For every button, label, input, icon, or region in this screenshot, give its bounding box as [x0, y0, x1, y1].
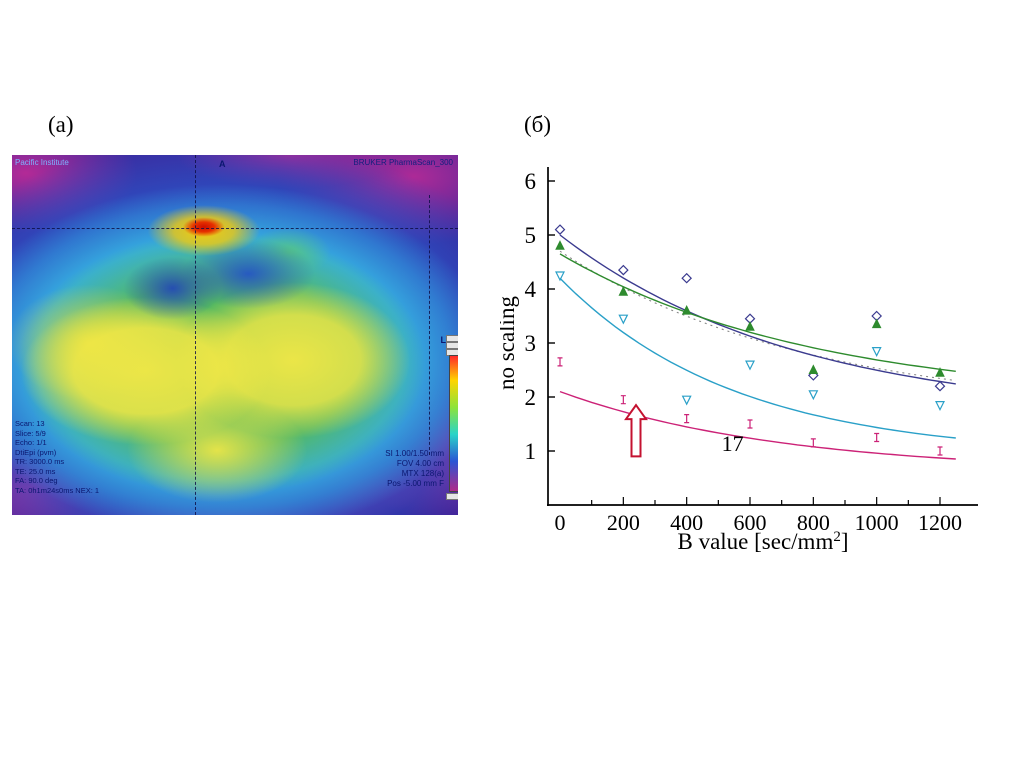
series-magenta-curve — [559, 390, 956, 460]
series-magenta-point — [810, 438, 816, 448]
x-tick-label: 1000 — [855, 510, 899, 535]
series-magenta-point — [620, 395, 626, 405]
series-navy-point — [617, 264, 629, 276]
series-green-point — [808, 364, 819, 374]
y-tick-label: 1 — [525, 439, 537, 464]
x-tick-label: 0 — [555, 510, 566, 535]
series-cyan-point — [871, 347, 882, 357]
series-green-point — [618, 286, 629, 296]
series-green-point — [935, 367, 945, 377]
scan-param: TE: 25.0 ms — [15, 466, 56, 476]
y-tick-label: 5 — [525, 223, 537, 248]
x-tick-label: 800 — [797, 510, 830, 535]
series-green-curve — [559, 253, 956, 372]
series-navy-point — [554, 224, 566, 235]
series-magenta-point — [557, 357, 563, 367]
scan-parameters: Scan: 13 Slice: 5/9 Echo: 1/1 DtiEpi (pv… — [15, 419, 99, 495]
series-green-point — [681, 304, 692, 315]
colorbar-label-box — [446, 335, 458, 342]
x-tick-label: 200 — [607, 510, 640, 535]
colorbar — [449, 355, 458, 492]
series-cyan-point — [935, 401, 945, 411]
scan-param: TR: 3000.0 ms — [15, 457, 65, 466]
scan-param: Echo: 1/1 — [15, 438, 47, 447]
geometry-parameters: SI 1.00/1.50 mm FOV 4.00 cm MTX 128(a) P… — [385, 449, 444, 489]
panel-label-b: (б) — [524, 112, 552, 137]
crosshair-vertical — [195, 155, 196, 515]
mri-image: Pacific Institute A BRUKER PharmaScan_30… — [12, 155, 458, 515]
series-cyan-curve — [559, 277, 956, 439]
geometry-param: SI 1.00/1.50 mm — [385, 449, 444, 458]
series-magenta-point — [874, 432, 880, 443]
orientation-left-label: L — [440, 335, 447, 345]
scan-param: FA: 90.0 deg — [15, 476, 58, 485]
scan-param: TA: 0h1m24s0ms NEX: 1 — [15, 485, 100, 495]
panel-label-a: (a) — [48, 112, 74, 137]
y-tick-label: 4 — [525, 277, 537, 302]
series-navy-point — [934, 380, 946, 392]
series-cyan-point — [808, 390, 819, 401]
colorbar-label-box — [446, 493, 458, 500]
y-tick-label: 3 — [525, 331, 537, 356]
scan-param: DtiEpi (pvm) — [15, 447, 57, 457]
annotation-label-17: 17 — [722, 431, 744, 456]
diffusion-decay-chart: 1 2 3 4 5 6 0 200 400 600 800 1000 1200 17 no scaling B… — [494, 155, 990, 565]
orientation-anterior-label: A — [219, 159, 226, 169]
series-green-point — [745, 321, 755, 331]
series-cyan-point — [745, 360, 755, 371]
series-cyan-point — [681, 395, 692, 406]
scan-param: Scan: 13 — [15, 419, 45, 428]
series-cyan-point — [618, 314, 629, 325]
institute-label: Pacific Institute — [15, 158, 69, 167]
y-tick-label: 2 — [525, 385, 537, 410]
geometry-param: Pos -5.00 mm F — [387, 479, 444, 488]
series-green-point — [555, 240, 565, 250]
x-axis-label: B value [sec/mm2] — [677, 529, 848, 554]
crosshair-vertical-right — [429, 195, 430, 455]
x-tick-label: 400 — [670, 510, 703, 535]
chart-svg: 1 2 3 4 5 6 0 200 400 600 800 1000 1200 17 no scaling B… — [494, 167, 978, 554]
x-tick-label: 1200 — [918, 510, 962, 535]
geometry-param: MTX 128(a) — [401, 469, 444, 478]
series-cyan-point — [555, 271, 565, 282]
y-axis-label: no scaling — [500, 296, 519, 390]
series-navy-point — [681, 272, 693, 284]
scanner-label: BRUKER PharmaScan_300 — [353, 158, 453, 167]
series-navy-curve — [559, 234, 956, 385]
crosshair-horizontal — [12, 228, 458, 229]
colorbar-label-box — [446, 342, 458, 349]
geometry-param: FOV 4.00 cm — [396, 459, 444, 468]
series-green-point — [871, 318, 882, 329]
dotted-fit-curve — [559, 250, 956, 382]
series-magenta-point — [684, 414, 690, 424]
series-magenta-point — [937, 446, 943, 456]
x-tick-label: 600 — [734, 510, 767, 535]
scan-param: Slice: 5/9 — [15, 428, 46, 438]
red-arrow-annotation — [624, 403, 648, 458]
series-magenta-point — [747, 419, 753, 429]
y-tick-label: 6 — [525, 169, 537, 194]
